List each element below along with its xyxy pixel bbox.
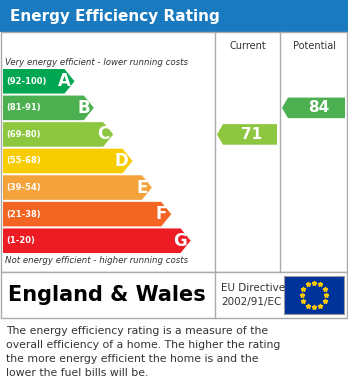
Polygon shape bbox=[3, 175, 152, 200]
Text: Not energy efficient - higher running costs: Not energy efficient - higher running co… bbox=[5, 256, 188, 265]
Text: (1-20): (1-20) bbox=[6, 236, 35, 245]
Text: C: C bbox=[97, 126, 109, 143]
Polygon shape bbox=[3, 122, 113, 147]
Text: Very energy efficient - lower running costs: Very energy efficient - lower running co… bbox=[5, 58, 188, 67]
Text: (81-91): (81-91) bbox=[6, 103, 41, 112]
Text: 71: 71 bbox=[242, 127, 262, 142]
Polygon shape bbox=[3, 228, 191, 253]
Text: (92-100): (92-100) bbox=[6, 77, 46, 86]
Text: 84: 84 bbox=[308, 100, 329, 115]
Text: D: D bbox=[115, 152, 128, 170]
Text: B: B bbox=[77, 99, 90, 117]
Bar bbox=[1, 32, 347, 272]
Text: Potential: Potential bbox=[293, 41, 335, 51]
Polygon shape bbox=[3, 202, 171, 226]
Text: F: F bbox=[156, 205, 167, 223]
Text: (21-38): (21-38) bbox=[6, 210, 41, 219]
Text: E: E bbox=[136, 179, 148, 197]
Bar bbox=[0, 0, 348, 32]
Polygon shape bbox=[3, 69, 74, 93]
Polygon shape bbox=[282, 98, 345, 118]
Text: G: G bbox=[173, 232, 187, 250]
Polygon shape bbox=[3, 149, 133, 173]
Bar bbox=[284, 276, 344, 314]
Text: England & Wales: England & Wales bbox=[8, 285, 206, 305]
Text: A: A bbox=[58, 72, 71, 90]
Text: (69-80): (69-80) bbox=[6, 130, 40, 139]
Text: EU Directive
2002/91/EC: EU Directive 2002/91/EC bbox=[221, 283, 285, 307]
Text: (55-68): (55-68) bbox=[6, 156, 41, 165]
Text: Energy Efficiency Rating: Energy Efficiency Rating bbox=[10, 9, 220, 23]
Polygon shape bbox=[217, 124, 277, 145]
Text: (39-54): (39-54) bbox=[6, 183, 41, 192]
Text: The energy efficiency rating is a measure of the
overall efficiency of a home. T: The energy efficiency rating is a measur… bbox=[6, 326, 280, 378]
Polygon shape bbox=[3, 95, 94, 120]
Bar bbox=[1, 272, 347, 318]
Text: Current: Current bbox=[229, 41, 266, 51]
